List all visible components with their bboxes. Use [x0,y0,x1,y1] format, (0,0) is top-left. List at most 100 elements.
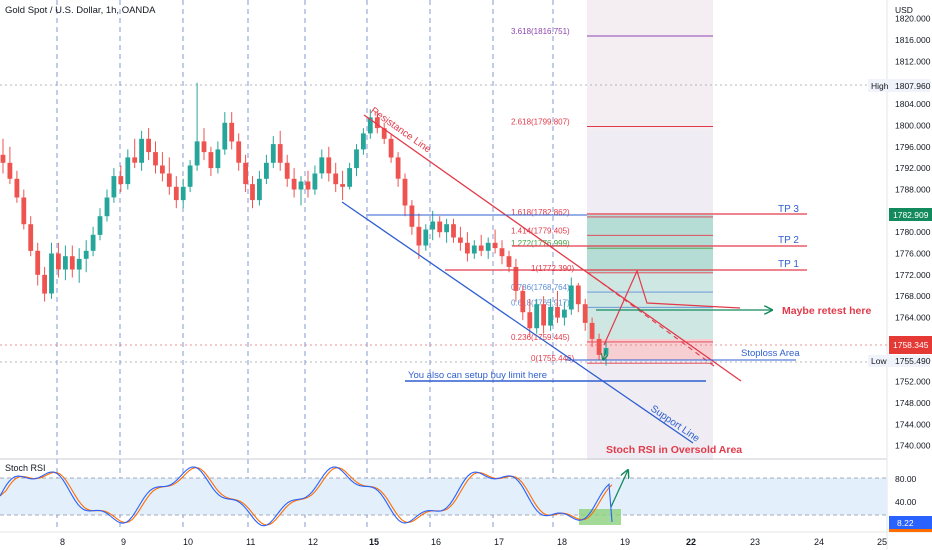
fib-level-label: 2.618(1799.807) [511,118,570,127]
candle-body [548,306,553,326]
candle-body [83,250,89,259]
candle-body [298,181,304,190]
candle-body [215,149,221,169]
candle-body [361,133,366,150]
svg-text:High: High [871,81,889,91]
candle-body [222,122,228,150]
vertical-gridlines [56,0,554,530]
candle-body [416,226,422,246]
svg-text:1758.345: 1758.345 [893,340,929,350]
y-tick-label: 1772.000 [895,270,931,280]
low-badge: Low 1755.490 [868,355,931,367]
stoch-tick-40: 40.00 [895,497,917,507]
x-tick-label: 22 [686,537,696,547]
candle-body [478,245,484,251]
time-axis-labels: 8 9 10 11 12 15 16 17 18 19 22 23 24 25 [60,537,887,547]
y-tick-label: 1796.000 [895,142,931,152]
candle-body [354,149,359,169]
candle-body [568,285,574,310]
currency-label: USD [895,5,913,15]
candle-body [555,306,560,318]
stoch-rsi-note: Stoch RSI in Oversold Area [606,444,742,456]
candle-body [97,216,103,235]
oversold-highlight [579,509,621,525]
candle-body [69,256,75,270]
candle-body [326,157,332,174]
candle-body [0,154,6,163]
candle-body [305,181,311,190]
candle-body [236,141,242,163]
candle-body [465,242,470,254]
candle-body [125,157,131,185]
candle-body [402,178,408,206]
candle-body [264,162,269,179]
candle-body [485,242,491,251]
y-tick-label: 1764.000 [895,313,931,323]
fib-level-label: 0.786(1768.764) [511,283,570,292]
fib-level-label: 1.618(1782.862) [511,208,570,217]
candle-body [49,253,54,294]
candle-body [492,242,498,249]
y-tick-label: 1816.000 [895,35,931,45]
resistance-line [363,114,742,382]
support-line [341,201,694,444]
candle-body [451,224,456,238]
y-tick-label: 1800.000 [895,120,931,130]
candle-body [243,162,248,185]
candle-body [180,186,186,201]
candle-body [21,197,27,225]
high-badge: High 1807.960 [868,79,931,92]
current-price-badge: 1782.909 [889,208,932,221]
x-tick-label: 9 [121,537,126,547]
fibonacci-extension: 3.618(1816.751) 2.618(1799.807) 1.618(1782… [511,27,713,364]
x-tick-label: 24 [814,537,824,547]
fib-level-label: 3.618(1816.751) [511,27,570,36]
candle-body [575,285,581,305]
candle-body [589,322,595,339]
candle-body [582,304,588,323]
candle-body [7,162,13,179]
svg-text:1755.490: 1755.490 [895,356,931,366]
x-tick-label: 10 [183,537,193,547]
candle-body [333,173,339,185]
candle-body [270,144,276,163]
y-tick-label: 1752.000 [895,377,931,387]
current-pointer [603,349,606,360]
candle-body [381,128,387,139]
y-tick-label: 1820.000 [895,14,931,24]
candle-body [208,152,214,169]
stoch-arrow [610,470,628,508]
y-tick-label: 1744.000 [895,419,931,429]
candle-body [423,229,429,246]
candle-body [187,165,193,187]
candle-body [458,237,463,243]
candle-body [166,173,172,187]
candle-body [111,176,117,198]
candle-body [63,256,68,270]
fib-level-label: 1.414(1779.405) [511,226,570,235]
x-tick-label: 15 [369,537,379,547]
candle-body [312,173,318,190]
candle-body [229,122,235,142]
last-price-badge: 1758.345 [889,336,932,354]
candle-body [471,245,477,254]
y-tick-label: 1804.000 [895,99,931,109]
fib-level-label: 1(1772.390) [531,264,574,273]
y-tick-label: 1776.000 [895,249,931,259]
candle-body [104,197,110,217]
candle-body [118,176,124,185]
svg-text:1782.909: 1782.909 [893,210,929,220]
candle-body [291,178,297,190]
stoch-d-badge [889,529,932,532]
x-tick-label: 17 [494,537,504,547]
fib-level-label: 0(1755.446) [531,354,574,363]
symbol-title[interactable]: Gold Spot / U.S. Dollar, 1h, OANDA [5,5,156,16]
candle-body [132,157,138,163]
candle-body [506,256,512,267]
candle-body [596,338,602,355]
x-tick-label: 12 [308,537,318,547]
candle-body [430,221,436,230]
fib-level-label: 0.618(1765.917) [511,298,570,307]
